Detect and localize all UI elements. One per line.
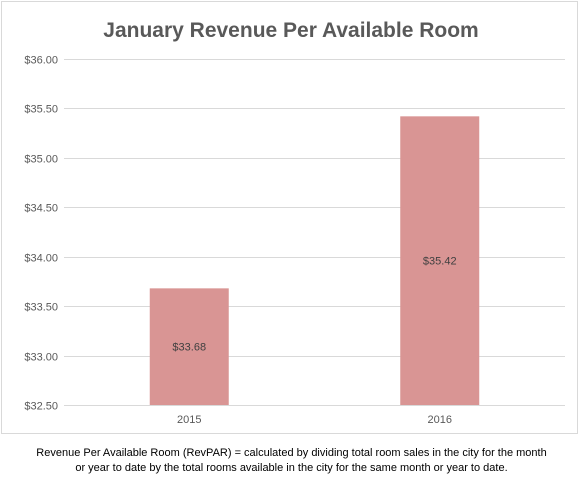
y-axis-tick-labels: $32.50 $33.00 $33.50 $34.00 $34.50 $35.00 $35.… (24, 55, 58, 413)
bar-chart: January Revenue Per Available Room $32.5… (24, 19, 565, 426)
footnote: Revenue Per Available Room (RevPAR) = ca… (0, 446, 583, 476)
chart-area (1, 1, 578, 434)
chart-title: January Revenue Per Available Room (103, 19, 478, 42)
y-tick-label: $35.50 (24, 104, 58, 116)
data-label-2016: $35.42 (423, 256, 457, 268)
x-tick-label-2016: 2016 (428, 414, 452, 426)
x-axis-tick-labels: 2015 2016 (177, 414, 452, 426)
footnote-line-2: or year to date by the total rooms avail… (75, 462, 508, 474)
y-tick-label: $34.00 (24, 253, 58, 265)
bar-2015 (149, 288, 229, 405)
bar-2016 (400, 116, 480, 405)
gridlines (64, 59, 565, 406)
y-tick-label: $36.00 (24, 55, 58, 67)
data-labels: $33.68 $35.42 (172, 256, 456, 354)
y-tick-label: $33.00 (24, 352, 58, 364)
x-tick-label-2015: 2015 (177, 414, 201, 426)
bars (149, 116, 480, 405)
y-tick-label: $34.50 (24, 203, 58, 215)
y-tick-label: $32.50 (24, 401, 58, 413)
y-tick-label: $33.50 (24, 302, 58, 314)
data-label-2015: $33.68 (172, 342, 206, 354)
footnote-line-1: Revenue Per Available Room (RevPAR) = ca… (36, 447, 547, 459)
y-tick-label: $35.00 (24, 154, 58, 166)
